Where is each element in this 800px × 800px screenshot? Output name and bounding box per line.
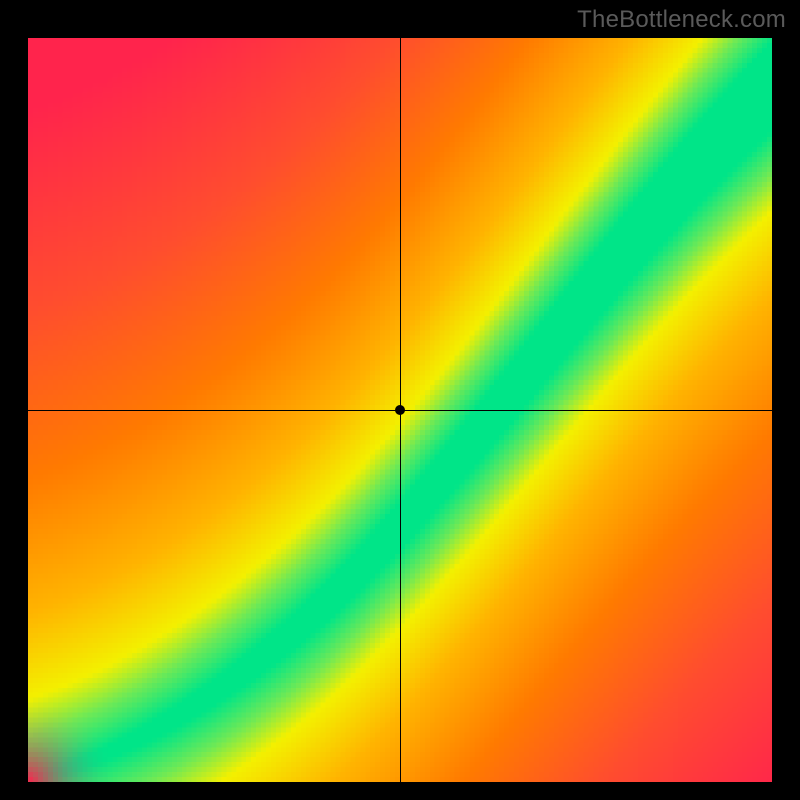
watermark-text: TheBottleneck.com	[577, 6, 786, 34]
crosshair-marker	[395, 405, 405, 415]
heatmap-plot	[28, 38, 772, 782]
chart-container: TheBottleneck.com	[0, 0, 800, 800]
